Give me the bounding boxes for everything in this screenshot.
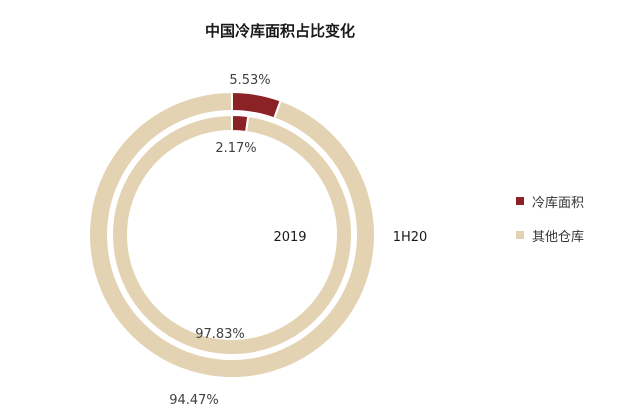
legend-label-other-warehouse: 其他仓库 bbox=[532, 229, 585, 245]
series-label-1H20: 1H20 bbox=[393, 230, 428, 245]
data-label-2019-other-warehouse: 97.83% bbox=[195, 327, 245, 342]
data-label-2019-cold-storage: 2.17% bbox=[215, 141, 256, 156]
legend: 冷库面积 其他仓库 bbox=[516, 192, 584, 260]
slice-1H20-other-warehouse bbox=[88, 90, 376, 379]
legend-item-other-warehouse: 其他仓库 bbox=[516, 226, 585, 245]
series-label-2019: 2019 bbox=[273, 230, 306, 245]
data-label-1H20-other-warehouse: 94.47% bbox=[169, 393, 219, 408]
legend-swatch-other-warehouse bbox=[516, 231, 524, 239]
data-label-1H20-cold-storage: 5.53% bbox=[229, 73, 270, 88]
legend-label-cold-storage: 冷库面积 bbox=[532, 195, 585, 211]
slice-2019-other-warehouse bbox=[111, 113, 353, 356]
legend-swatch-cold-storage bbox=[516, 197, 524, 205]
legend-item-cold-storage: 冷库面积 bbox=[516, 192, 585, 211]
chart-title: 中国冷库面积占比变化 bbox=[204, 22, 355, 40]
